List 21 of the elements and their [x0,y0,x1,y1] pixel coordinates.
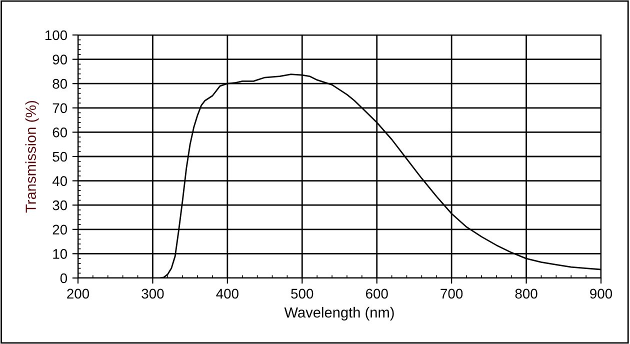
y-tick-label: 0 [60,273,68,284]
x-tick-label: 900 [590,288,612,299]
y-tick-label: 60 [52,128,68,138]
y-axis-title: Transmission (%) [25,100,39,213]
y-tick-label: 20 [52,224,68,235]
y-tick-label: 50 [52,152,68,162]
y-tick-label: 80 [52,78,68,89]
x-tick-label: 200 [67,288,90,299]
x-tick-label: 500 [291,288,314,299]
y-tick-label: 40 [52,176,68,186]
y-tick-label: 90 [52,54,68,64]
x-tick-label: 300 [142,288,164,299]
y-tick-label: 10 [53,249,68,259]
x-tick-label: 700 [440,288,463,299]
x-tick-label: 600 [366,288,388,299]
y-tick-label: 100 [45,30,68,40]
y-tick-label: 30 [52,200,68,210]
x-tick-label: 400 [216,288,238,299]
y-tick-label: 70 [52,103,68,114]
x-tick-label: 800 [515,288,538,299]
x-axis-title: Wavelength (nm) [284,306,394,321]
